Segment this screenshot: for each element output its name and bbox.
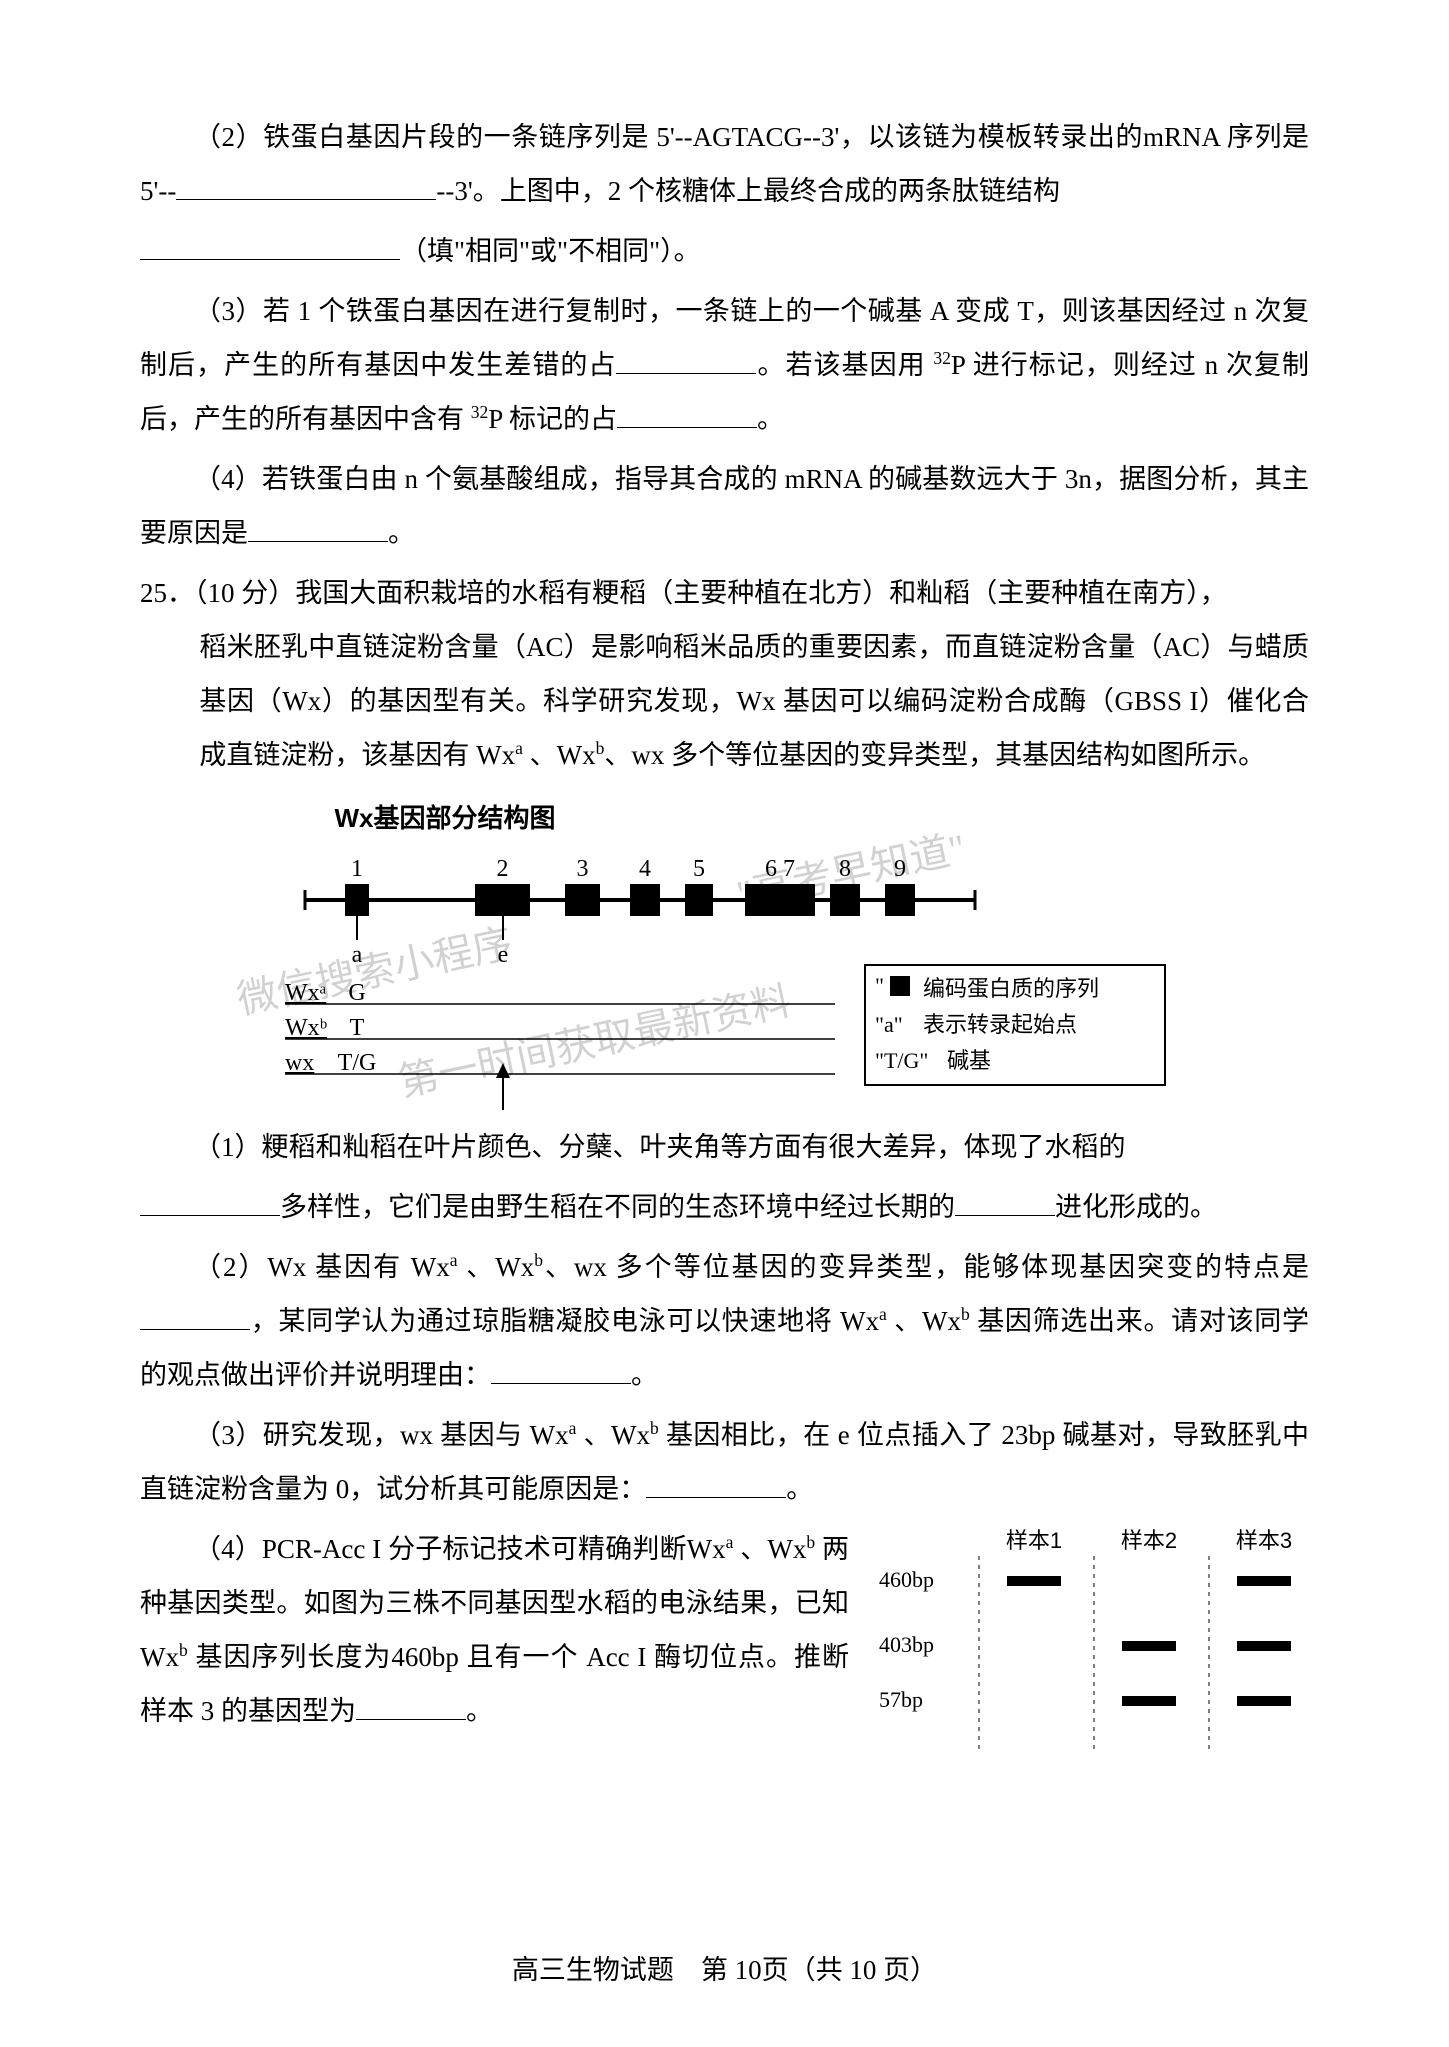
svg-text:样本1: 样本1 xyxy=(1006,1528,1062,1553)
svg-text:403bp: 403bp xyxy=(879,1632,934,1657)
page-content: （2）铁蛋白基因片段的一条链序列是 5'--AGTACG--3'，以该链为模板转… xyxy=(0,0,1449,1816)
q24-2-text-c: （填"相同"或"不相同"）。 xyxy=(400,236,701,266)
svg-text:8: 8 xyxy=(839,856,851,882)
svg-text:6 7: 6 7 xyxy=(765,856,795,882)
q24-2-line2: （填"相同"或"不相同"）。 xyxy=(140,224,1309,278)
q24-3-text-d: P 标记的占 xyxy=(488,404,617,434)
q25-2-b: 、Wx xyxy=(458,1252,535,1282)
svg-text:"a": "a" xyxy=(875,1012,903,1037)
svg-text:碱基: 碱基 xyxy=(947,1048,991,1073)
sup-32: 32 xyxy=(933,348,951,368)
q25-2-a: （2）Wx 基因有 Wx xyxy=(194,1252,450,1282)
svg-text:wx: wx xyxy=(285,1050,314,1076)
q25-1-c: 进化形成的。 xyxy=(1055,1192,1217,1222)
q25-3-a: （3）研究发现，wx 基因与 Wx xyxy=(194,1420,569,1450)
q25-3: （3）研究发现，wx 基因与 Wxa 、Wxb 基因相比，在 e 位点插入了 2… xyxy=(140,1408,1309,1516)
q25-head-text: （10 分）我国大面积栽培的水稻有粳稻（主要种植在北方）和籼稻（主要种植在南方）… xyxy=(194,578,1227,608)
blank xyxy=(616,344,756,374)
q24-2: （2）铁蛋白基因片段的一条链序列是 5'--AGTACG--3'，以该链为模板转… xyxy=(140,110,1309,218)
diagram-title: Wx基因部分结构图 xyxy=(335,792,1175,844)
q25-2-e: 、Wx xyxy=(887,1306,961,1336)
q25-body1b: 、Wx xyxy=(523,740,596,770)
svg-text:5: 5 xyxy=(693,856,705,882)
q24-3-text-b: 。若该基因用 xyxy=(756,350,933,380)
svg-text:Wxᵇ: Wxᵇ xyxy=(285,1015,328,1041)
q25-4-block: 样本1 样本2 样本3 460bp 403bp 57bp （4）PCR-Acc I 分子标… xyxy=(140,1522,1309,1756)
svg-text:T/G: T/G xyxy=(337,1050,376,1076)
svg-text:编码蛋白质的序列: 编码蛋白质的序列 xyxy=(923,976,1099,1001)
svg-text:3: 3 xyxy=(576,856,588,882)
q25-1: （1）粳稻和籼稻在叶片颜色、分蘖、叶夹角等方面有很大差异，体现了水稻的 xyxy=(140,1120,1309,1174)
svg-text:1: 1 xyxy=(351,856,363,882)
q25-2-c: 、wx 多个等位基因的变异类型，能够体现基因突变的特点是 xyxy=(543,1252,1309,1282)
svg-text:样本2: 样本2 xyxy=(1121,1528,1177,1553)
gene-svg: 1 2 3 4 5 6 7 8 9 a e Wxᵃ G Wxᵇ Twx T/G " " 编码蛋白质的序… xyxy=(275,850,1175,1110)
blank xyxy=(140,1186,280,1216)
q25-2-d: ，某同学认为通过琼脂糖凝胶电泳可以快速地将 Wx xyxy=(250,1306,879,1336)
svg-text:9: 9 xyxy=(894,856,906,882)
q25-2-g: 。 xyxy=(631,1360,658,1390)
svg-text:e: e xyxy=(497,942,508,968)
q25-4-d: 基因序列长度为460bp 且有一个 Acc I 酶切位点。推断样本 3 的基因型… xyxy=(140,1642,849,1726)
sup-a: a xyxy=(450,1250,458,1270)
blank xyxy=(140,230,400,260)
svg-text:57bp: 57bp xyxy=(879,1687,923,1712)
svg-text:T: T xyxy=(349,1015,364,1041)
svg-text:样本3: 样本3 xyxy=(1236,1528,1292,1553)
q25-1-a: （1）粳稻和籼稻在叶片颜色、分蘖、叶夹角等方面有很大差异，体现了水稻的 xyxy=(194,1132,1126,1162)
q25-3-b: 、Wx xyxy=(576,1420,650,1450)
gel-svg: 样本1 样本2 样本3 460bp 403bp 57bp xyxy=(869,1526,1309,1756)
sup-b: b xyxy=(650,1418,659,1438)
sup-a: a xyxy=(515,738,523,758)
q24-3-text-e: 。 xyxy=(757,404,784,434)
q24-3: （3）若 1 个铁蛋白基因在进行复制时，一条链上的一个碱基 A 变成 T，则该基… xyxy=(140,284,1309,446)
q25-2: （2）Wx 基因有 Wxa 、Wxb、wx 多个等位基因的变异类型，能够体现基因… xyxy=(140,1240,1309,1402)
blank xyxy=(248,512,388,542)
svg-text:表示转录起始点: 表示转录起始点 xyxy=(923,1012,1077,1037)
gel-diagram: 样本1 样本2 样本3 460bp 403bp 57bp xyxy=(869,1526,1309,1756)
q25-4-b: 、Wx xyxy=(733,1534,806,1564)
svg-text:4: 4 xyxy=(639,856,651,882)
svg-text:Wxᵃ: Wxᵃ xyxy=(285,980,327,1006)
q25-body: 稻米胚乳中直链淀粉含量（AC）是影响稻米品质的重要因素，而直链淀粉含量（AC）与… xyxy=(199,620,1309,782)
blank xyxy=(646,1468,786,1498)
blank xyxy=(491,1354,631,1384)
q25-1-line2: 多样性，它们是由野生稻在不同的生态环境中经过长期的 进化形成的。 xyxy=(140,1180,1309,1234)
wx-gene-diagram: Wx基因部分结构图 1 2 3 4 5 6 7 8 9 a e Wxᵃ G Wxᵇ Twx T/G "… xyxy=(275,792,1175,1110)
sup-a: a xyxy=(879,1304,887,1324)
q24-4: （4）若铁蛋白由 n 个氨基酸组成，指导其合成的 mRNA 的碱基数远大于 3n… xyxy=(140,452,1309,560)
q24-2-text-b: --3'。上图中，2 个核糖体上最终合成的两条肽链结构 xyxy=(436,176,1060,206)
q25-4-a: （4）PCR-Acc I 分子标记技术可精确判断Wx xyxy=(194,1534,726,1564)
sup-b: b xyxy=(179,1640,188,1660)
svg-text:"T/G": "T/G" xyxy=(875,1048,928,1073)
svg-text:460bp: 460bp xyxy=(879,1567,934,1592)
blank xyxy=(140,1300,250,1330)
q25-num: 25． xyxy=(140,578,194,608)
sup-32: 32 xyxy=(471,402,489,422)
q25-3-d: 。 xyxy=(786,1474,813,1504)
blank xyxy=(617,398,757,428)
sup-b: b xyxy=(961,1304,970,1324)
q25-1-b: 多样性，它们是由野生稻在不同的生态环境中经过长期的 xyxy=(280,1192,955,1222)
sup-b: b xyxy=(534,1250,543,1270)
q25-4-e: 。 xyxy=(466,1696,493,1726)
blank xyxy=(955,1186,1055,1216)
svg-text:" ": " " xyxy=(875,973,898,998)
svg-text:G: G xyxy=(348,980,365,1006)
svg-text:a: a xyxy=(351,942,362,968)
blank xyxy=(176,170,436,200)
sup-b: b xyxy=(806,1532,815,1552)
q24-4-text-b: 。 xyxy=(388,518,415,548)
page-footer: 高三生物试题 第 10页（共 10 页） xyxy=(0,1948,1449,1987)
q25-body1c: 、wx 多个等位基因的变异类型，其基因结构如图所示。 xyxy=(604,740,1265,770)
q25-head: 25．（10 分）我国大面积栽培的水稻有粳稻（主要种植在北方）和籼稻（主要种植在… xyxy=(140,566,1309,620)
blank xyxy=(356,1690,466,1720)
svg-text:2: 2 xyxy=(496,856,508,882)
